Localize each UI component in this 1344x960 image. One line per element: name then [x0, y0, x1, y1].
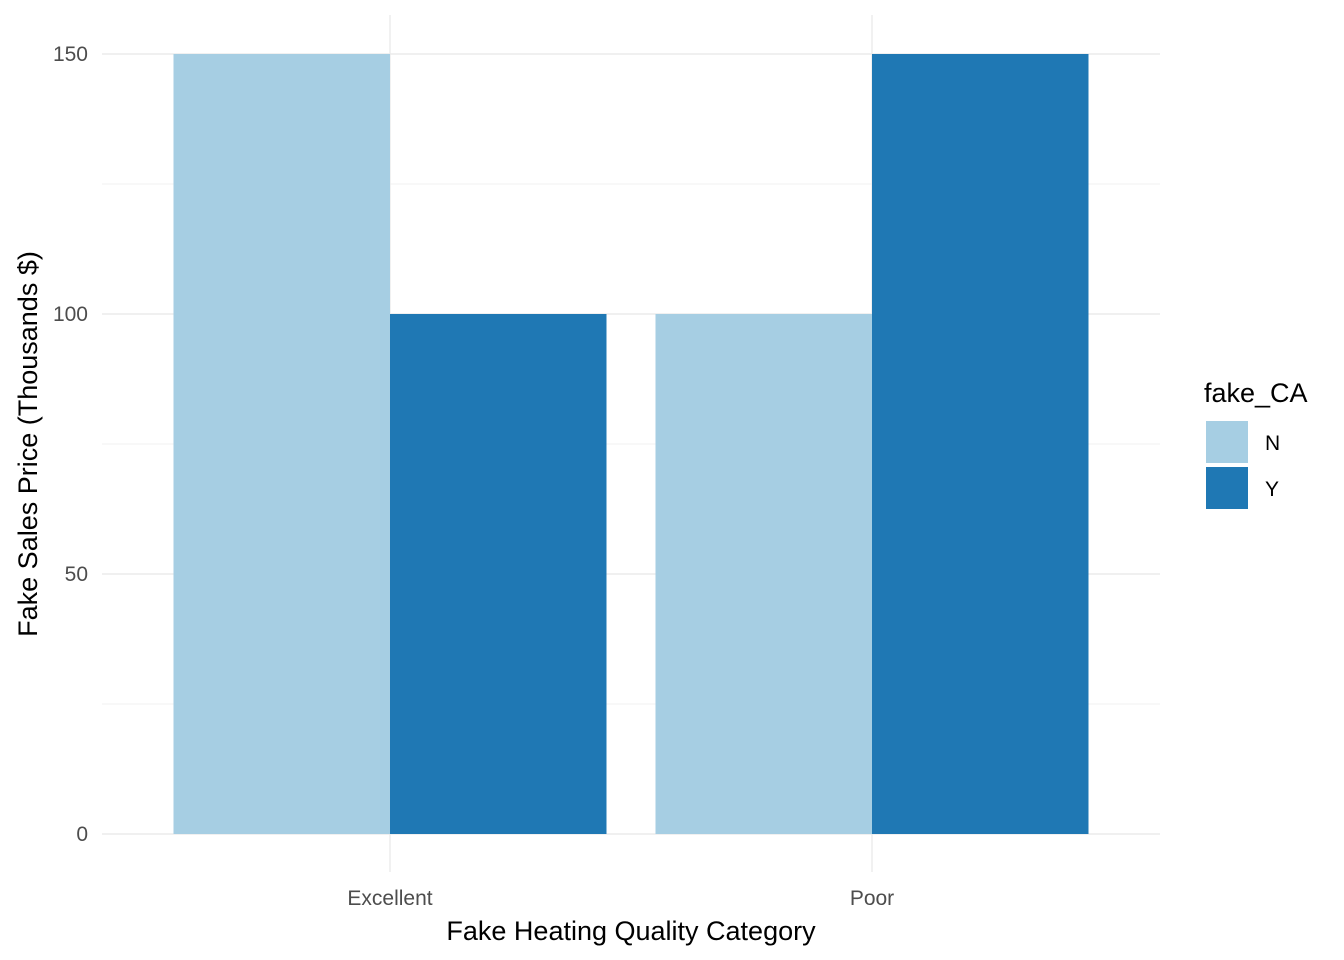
- bar-poor-n: [655, 314, 872, 834]
- y-axis-title: Fake Sales Price (Thousands $): [13, 251, 43, 637]
- y-tick-label: 100: [53, 303, 88, 326]
- legend-key-y: [1206, 467, 1248, 509]
- bar-excellent-y: [390, 314, 607, 834]
- x-tick-label: Poor: [850, 887, 894, 910]
- legend-label: N: [1265, 432, 1280, 455]
- bars: [173, 54, 1089, 834]
- x-axis-ticks: Excellent Poor: [347, 887, 894, 910]
- bar-excellent-n: [173, 54, 390, 834]
- legend-key-n: [1206, 421, 1248, 463]
- y-tick-label: 0: [76, 823, 88, 846]
- legend-title: fake_CA: [1204, 378, 1308, 408]
- x-tick-label: Excellent: [347, 887, 432, 910]
- bar-poor-y: [872, 54, 1089, 834]
- y-axis-ticks: 0 50 100 150: [53, 43, 88, 846]
- y-tick-label: 50: [65, 563, 88, 586]
- y-tick-label: 150: [53, 43, 88, 66]
- x-axis-title: Fake Heating Quality Category: [446, 916, 816, 946]
- legend-items: NY: [1206, 421, 1280, 509]
- legend: fake_CA NY: [1204, 378, 1308, 509]
- legend-label: Y: [1265, 478, 1279, 501]
